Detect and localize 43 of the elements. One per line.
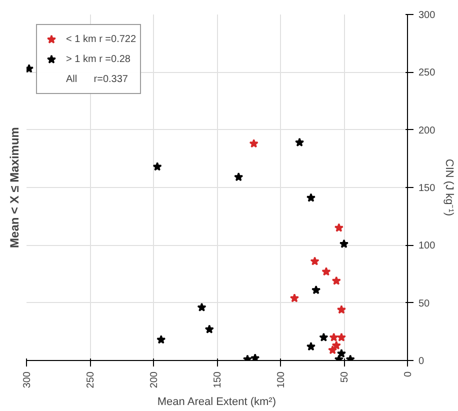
y-axis-title: CIN (J kg⁻¹) xyxy=(443,158,456,216)
point xyxy=(312,285,321,294)
x-tick-label: 150 xyxy=(212,371,224,388)
y-tick-label: 300 xyxy=(418,10,436,21)
y-tick-label: 150 xyxy=(418,183,436,194)
point xyxy=(339,239,349,248)
x-tick-label: 250 xyxy=(86,371,96,388)
point xyxy=(329,332,338,342)
point xyxy=(310,256,320,266)
point xyxy=(336,332,346,342)
legend-label: < 1 km r =0.722 xyxy=(66,34,136,44)
x-tick-label: 100 xyxy=(276,371,287,388)
point xyxy=(197,302,206,312)
y-tick-label: 250 xyxy=(418,68,436,79)
point xyxy=(328,345,338,354)
x-tick-label: 50 xyxy=(340,371,350,383)
point xyxy=(334,223,344,232)
point xyxy=(234,172,244,182)
x-axis-title: Mean Areal Extent (km²) xyxy=(157,396,276,408)
text: Mean < X ≤ Maximum xyxy=(8,127,22,248)
y-tick-label: 100 xyxy=(418,240,436,252)
point xyxy=(294,138,304,147)
y-tick-label: 200 xyxy=(418,125,436,136)
x-tick-label: 200 xyxy=(149,371,160,388)
point xyxy=(336,305,346,314)
annotation: All r=0.337 xyxy=(66,74,128,84)
point xyxy=(336,348,346,358)
point xyxy=(322,266,331,276)
x-tick-label: 0 xyxy=(403,371,414,378)
x-tick-label: 300 xyxy=(22,371,33,388)
point xyxy=(332,276,341,285)
point xyxy=(306,342,316,351)
point xyxy=(249,138,258,148)
point xyxy=(306,193,316,202)
point xyxy=(250,353,260,360)
point xyxy=(290,293,300,302)
y-tick-label: 0 xyxy=(418,356,424,367)
point xyxy=(204,324,214,334)
point xyxy=(152,162,162,171)
point xyxy=(156,334,166,344)
y-tick-label: 50 xyxy=(418,298,430,310)
point xyxy=(319,332,328,342)
legend-label: > 1 km r =0.28 xyxy=(66,54,130,64)
